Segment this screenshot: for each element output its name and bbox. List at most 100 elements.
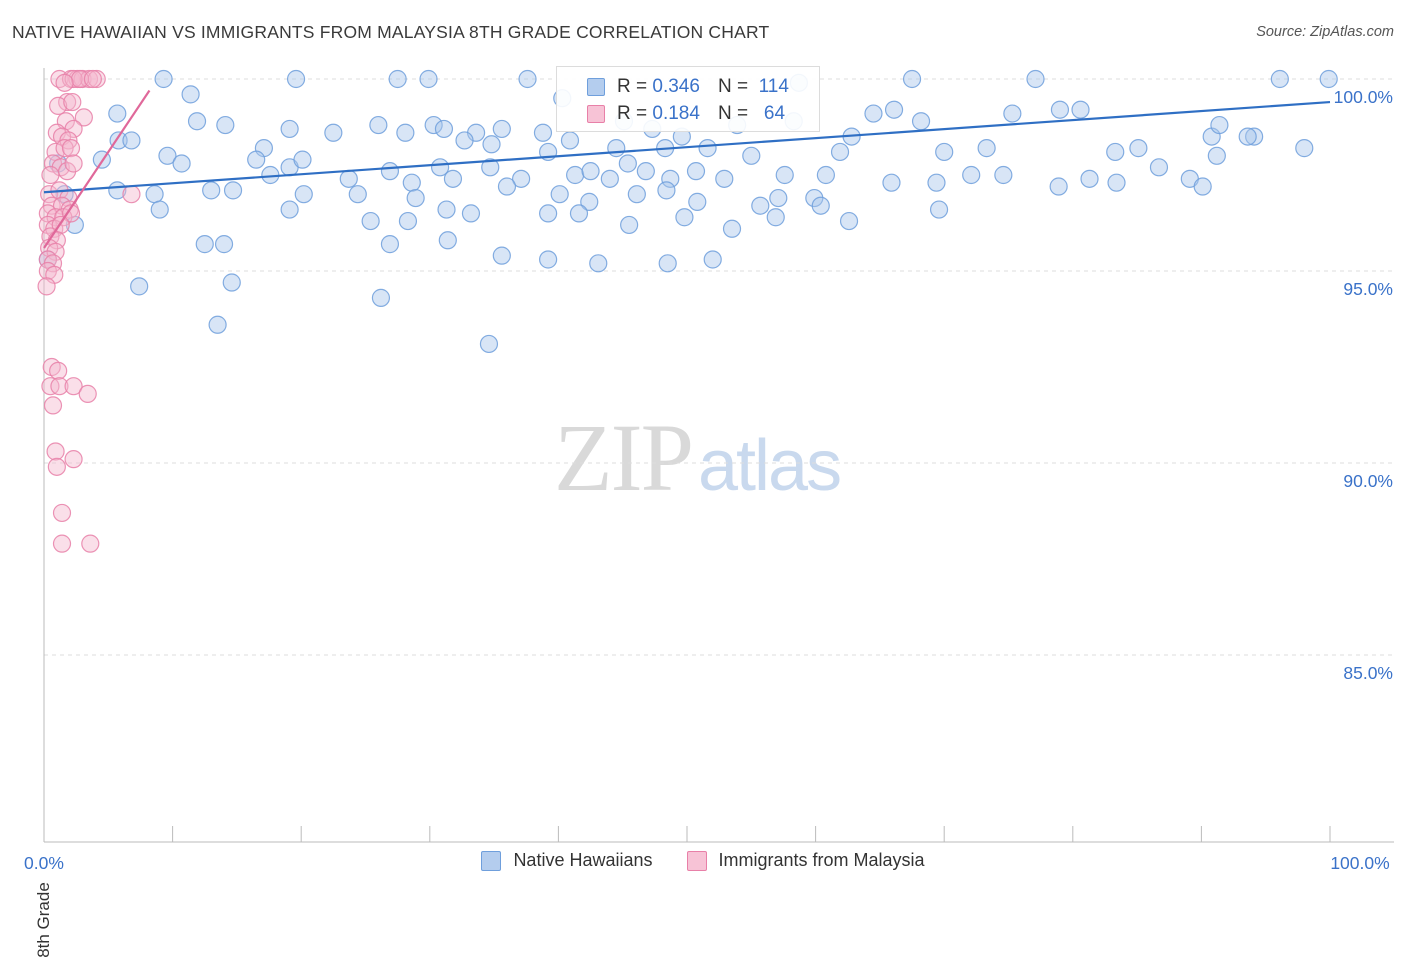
point-immigrants-from-malaysia xyxy=(83,69,102,89)
point-native-hawaiians xyxy=(380,235,400,254)
point-native-hawaiians xyxy=(214,235,234,254)
x-tick-label-min: 0.0% xyxy=(24,853,64,873)
point-native-hawaiians xyxy=(1207,146,1226,165)
point-native-hawaiians xyxy=(839,211,859,231)
point-native-hawaiians xyxy=(911,112,931,131)
legend-label-immigrants-from-malaysia: Immigrants from Malaysia xyxy=(718,850,925,870)
trend-line-immigrants-from-malaysia xyxy=(43,89,151,249)
point-immigrants-from-malaysia xyxy=(64,450,83,469)
legend-r-label-native: R = xyxy=(617,76,648,97)
trend-lines xyxy=(43,89,1331,249)
point-native-hawaiians xyxy=(108,104,127,123)
point-native-hawaiians xyxy=(158,146,177,165)
point-immigrants-from-malaysia xyxy=(46,242,65,261)
watermark: ZIPatlas xyxy=(554,402,842,513)
point-native-hawaiians xyxy=(455,131,474,150)
point-immigrants-from-malaysia xyxy=(40,185,59,204)
legend-n-value-malaysia: 64 xyxy=(763,103,786,124)
point-native-hawaiians xyxy=(927,173,946,192)
point-native-hawaiians xyxy=(539,250,558,269)
point-native-hawaiians xyxy=(560,131,580,150)
legend-swatch-native-hawaiians xyxy=(481,850,502,871)
point-native-hawaiians xyxy=(172,154,191,173)
point-native-hawaiians xyxy=(1106,142,1125,162)
point-native-hawaiians xyxy=(280,200,299,219)
point-native-hawaiians xyxy=(935,142,954,162)
point-native-hawaiians xyxy=(686,162,706,181)
point-native-hawaiians xyxy=(202,181,221,200)
legend-item-immigrants-from-malaysia[interactable]: Immigrants from Malaysia xyxy=(686,850,925,871)
y-tick-label: 90.0% xyxy=(1343,471,1393,491)
point-native-hawaiians xyxy=(497,177,517,196)
point-immigrants-from-malaysia xyxy=(50,377,69,396)
point-native-hawaiians xyxy=(569,204,589,223)
legend-n-label-malaysia: N = xyxy=(717,103,749,124)
point-native-hawaiians xyxy=(348,185,367,204)
point-native-hawaiians xyxy=(566,165,585,185)
point-native-hawaiians xyxy=(657,181,676,200)
point-native-hawaiians xyxy=(688,192,707,211)
point-immigrants-from-malaysia xyxy=(78,384,97,403)
point-immigrants-from-malaysia xyxy=(58,92,77,112)
point-native-hawaiians xyxy=(339,169,358,188)
point-native-hawaiians xyxy=(406,188,425,208)
point-native-hawaiians xyxy=(482,135,501,154)
legend-row-malaysia: R = 0.184 N = 64 xyxy=(587,100,785,128)
point-immigrants-from-malaysia xyxy=(43,396,63,415)
point-native-hawaiians xyxy=(223,181,243,200)
point-native-hawaiians xyxy=(222,273,241,292)
point-native-hawaiians xyxy=(1319,69,1338,89)
point-native-hawaiians xyxy=(398,211,418,231)
point-native-hawaiians xyxy=(371,288,391,307)
legend-r-value-malaysia: 0.184 xyxy=(652,103,700,124)
point-immigrants-from-malaysia xyxy=(41,165,60,185)
point-native-hawaiians xyxy=(742,146,761,165)
point-native-hawaiians xyxy=(479,334,499,354)
point-native-hawaiians xyxy=(627,185,646,204)
point-native-hawaiians xyxy=(884,100,904,119)
point-native-hawaiians xyxy=(581,162,600,181)
point-native-hawaiians xyxy=(1193,177,1212,196)
point-native-hawaiians xyxy=(181,85,200,104)
point-native-hawaiians xyxy=(607,139,626,158)
legend-r-label-malaysia: R = xyxy=(617,103,648,124)
trend-line-native-hawaiians xyxy=(43,100,1331,194)
point-native-hawaiians xyxy=(396,123,415,142)
point-native-hawaiians xyxy=(994,165,1013,185)
point-native-hawaiians xyxy=(369,115,388,135)
point-immigrants-from-malaysia xyxy=(61,204,81,223)
point-native-hawaiians xyxy=(437,200,456,219)
point-native-hawaiians xyxy=(324,123,343,142)
point-native-hawaiians xyxy=(492,246,511,265)
point-native-hawaiians xyxy=(1238,127,1257,146)
point-native-hawaiians xyxy=(533,123,553,142)
point-immigrants-from-malaysia xyxy=(47,457,66,476)
point-native-hawaiians xyxy=(882,173,901,192)
point-native-hawaiians xyxy=(962,165,981,185)
point-immigrants-from-malaysia xyxy=(61,139,81,158)
point-native-hawaiians xyxy=(1050,100,1070,119)
point-native-hawaiians xyxy=(929,200,949,219)
point-immigrants-from-malaysia xyxy=(37,277,56,296)
point-native-hawaiians xyxy=(539,204,558,223)
point-native-hawaiians xyxy=(492,119,511,139)
point-native-hawaiians xyxy=(658,254,677,273)
point-native-hawaiians xyxy=(1107,173,1126,192)
point-native-hawaiians xyxy=(402,173,421,192)
point-native-hawaiians xyxy=(1210,115,1229,135)
point-native-hawaiians xyxy=(280,119,299,139)
point-native-hawaiians xyxy=(1071,100,1090,119)
point-native-hawaiians xyxy=(600,169,619,188)
point-native-hawaiians xyxy=(550,185,569,204)
legend-item-native-hawaiians[interactable]: Native Hawaiians xyxy=(481,850,653,871)
point-native-hawaiians xyxy=(698,139,717,158)
legend-n-label-native: N = xyxy=(717,76,749,97)
point-native-hawaiians xyxy=(811,196,830,215)
point-native-hawaiians xyxy=(1080,169,1099,188)
legend-label-native-hawaiians: Native Hawaiians xyxy=(513,850,653,870)
point-native-hawaiians xyxy=(443,169,463,188)
watermark-atlas: atlas xyxy=(698,426,842,506)
point-native-hawaiians xyxy=(620,215,639,235)
y-tick-label: 95.0% xyxy=(1343,279,1393,299)
point-native-hawaiians xyxy=(769,188,788,208)
